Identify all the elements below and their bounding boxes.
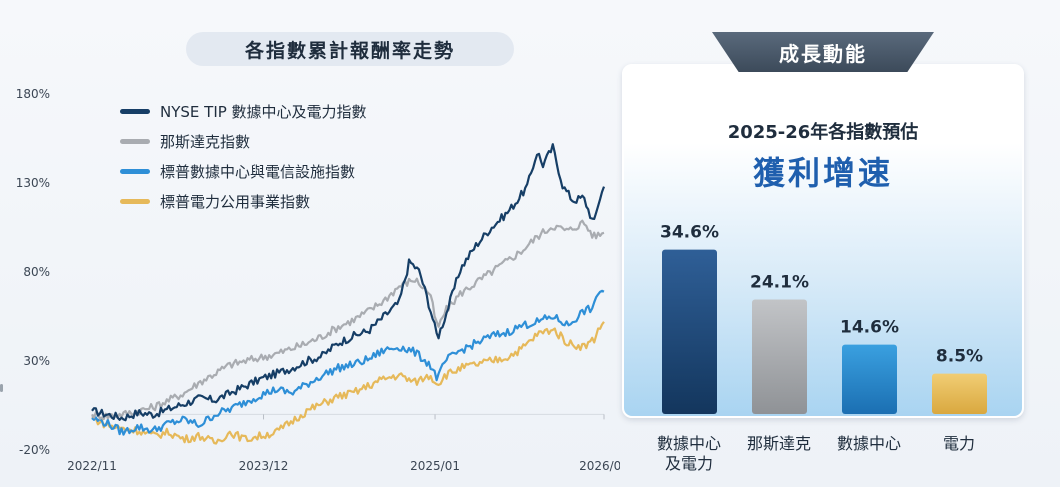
series-line-nyse-tip [91, 143, 606, 422]
legend-item-sp-utilities: 標普電力公用事業指數 [120, 186, 367, 216]
bar-value-label: 34.6% [660, 223, 719, 243]
legend-item-sp-datacenter: 標普數據中心與電信設施指數 [120, 156, 367, 186]
x-tick-label: 2025/01 [410, 459, 460, 473]
legend-label-sp-utilities: 標普電力公用事業指數 [160, 192, 311, 211]
legend-label-nyse-tip: NYSE TIP 數據中心及電力指數 [160, 102, 367, 121]
cumulative-return-line-chart: 180% 130% 80% 30% -20% 2022/11 2023/12 2025/01 2… [16, 87, 620, 473]
bar [842, 344, 897, 414]
legend-swatch-sp-datacenter [120, 168, 150, 174]
bar-category-label: 那斯達克 [746, 434, 811, 453]
bar-category-label: 數據中心 及電力 [656, 434, 721, 473]
x-tick-label: 2022/11 [67, 459, 117, 473]
bar-category-label: 電力 [942, 434, 975, 453]
legend-swatch-sp-utilities [120, 198, 150, 204]
bar [662, 249, 717, 414]
bar-category-label: 數據中心 [836, 434, 901, 453]
bar [932, 373, 987, 414]
earnings-growth-bar-chart: 34.6% 24.1% 14.6% 8.5% [660, 223, 987, 414]
growth-panel-headline: 獲利增速 [752, 154, 893, 192]
y-tick-label: 130% [16, 176, 50, 190]
y-tick-label: 30% [23, 354, 50, 368]
legend-label-nasdaq: 那斯達克指數 [160, 132, 251, 151]
bar [752, 299, 807, 414]
series-line-sp-datacenter [91, 289, 605, 436]
x-tick-label: 2026/02 [579, 459, 620, 473]
growth-panel-subtitle: 2025-26年各指數預估 [727, 122, 919, 143]
legend-item-nasdaq: 那斯達克指數 [120, 126, 367, 156]
x-tick-label: 2023/12 [239, 459, 289, 473]
y-tick-label: 80% [23, 265, 50, 279]
growth-panel-tab-title: 成長動能 [712, 32, 934, 72]
series-line-sp-utilities [91, 321, 605, 445]
bar-value-label: 14.6% [840, 318, 899, 338]
edge-marker [0, 384, 3, 392]
legend-label-sp-datacenter: 標普數據中心與電信設施指數 [160, 162, 356, 181]
line-chart-legend: NYSE TIP 數據中心及電力指數 那斯達克指數 標普數據中心與電信設施指數 … [120, 96, 367, 216]
series-line-nasdaq [91, 219, 605, 421]
legend-item-nyse-tip: NYSE TIP 數據中心及電力指數 [120, 96, 367, 126]
bar-value-label: 8.5% [936, 347, 983, 367]
y-tick-label: -20% [19, 443, 50, 457]
legend-swatch-nyse-tip [120, 108, 150, 114]
y-tick-label: 180% [16, 87, 50, 101]
line-chart-title: 各指數累計報酬率走勢 [186, 32, 514, 66]
bar-value-label: 24.1% [750, 273, 809, 293]
legend-swatch-nasdaq [120, 138, 150, 144]
